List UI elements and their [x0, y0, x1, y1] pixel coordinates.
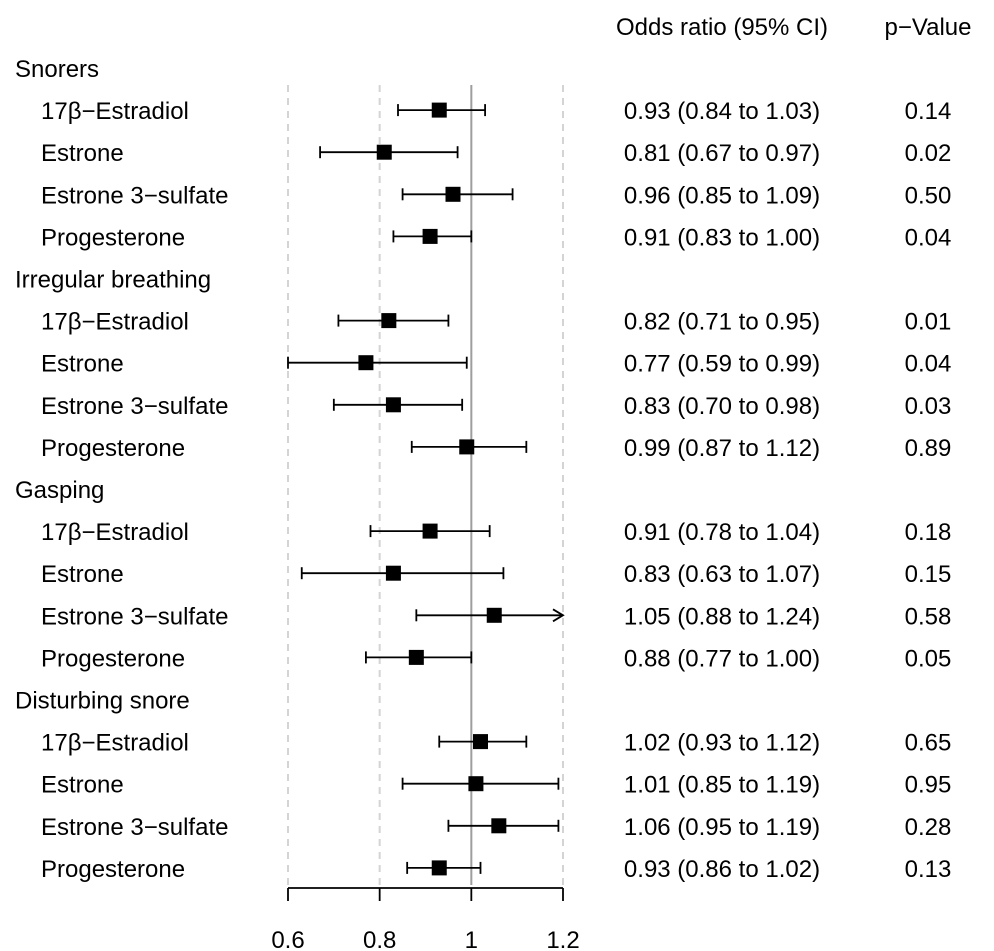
- odds-ratio-ci-value: 0.99 (0.87 to 1.12): [624, 435, 820, 462]
- odds-ratio-header: Odds ratio (95% CI): [616, 14, 828, 41]
- row-label: Estrone: [41, 561, 124, 588]
- p-value: 0.02: [905, 140, 952, 167]
- row-label: Estrone 3−sulfate: [41, 814, 228, 841]
- row-label: 17β−Estradiol: [41, 309, 189, 336]
- group-label: Snorers: [15, 56, 99, 83]
- odds-ratio-ci-value: 0.77 (0.59 to 0.99): [624, 351, 820, 378]
- p-value: 0.58: [905, 603, 952, 630]
- odds-ratio-ci-value: 1.06 (0.95 to 1.19): [624, 814, 820, 841]
- odds-ratio-ci-value: 1.02 (0.93 to 1.12): [624, 730, 820, 757]
- point-estimate: [422, 228, 438, 244]
- row-label: Estrone: [41, 140, 124, 167]
- p-value: 0.01: [905, 309, 952, 336]
- point-estimate: [486, 607, 502, 623]
- point-estimate: [445, 186, 461, 202]
- odds-ratio-ci-value: 0.88 (0.77 to 1.00): [624, 645, 820, 672]
- point-estimate: [381, 313, 397, 329]
- x-tick-label: 0.8: [363, 927, 396, 951]
- point-estimate: [491, 818, 507, 834]
- p-value: 0.15: [905, 561, 952, 588]
- row-label: Estrone: [41, 772, 124, 799]
- odds-ratio-ci-value: 0.91 (0.78 to 1.04): [624, 519, 820, 546]
- ci-arrow: [552, 608, 565, 623]
- odds-ratio-ci-value: 1.01 (0.85 to 1.19): [624, 772, 820, 799]
- odds-ratio-ci-value: 0.91 (0.83 to 1.00): [624, 224, 820, 251]
- odds-ratio-ci-value: 0.83 (0.63 to 1.07): [624, 561, 820, 588]
- p-value: 0.05: [905, 645, 952, 672]
- row-label: 17β−Estradiol: [41, 730, 189, 757]
- p-value-header: p−Value: [885, 14, 972, 41]
- point-estimate: [358, 355, 374, 371]
- point-estimate: [431, 860, 447, 876]
- odds-ratio-ci-value: 0.93 (0.86 to 1.02): [624, 856, 820, 883]
- row-label: Progesterone: [41, 856, 185, 883]
- row-label: Progesterone: [41, 224, 185, 251]
- row-label: Progesterone: [41, 435, 185, 462]
- group-label: Gasping: [15, 477, 104, 504]
- group-label: Disturbing snore: [15, 688, 190, 715]
- odds-ratio-ci-value: 0.96 (0.85 to 1.09): [624, 182, 820, 209]
- group-label: Irregular breathing: [15, 267, 211, 294]
- row-label: 17β−Estradiol: [41, 519, 189, 546]
- odds-ratio-ci-value: 0.93 (0.84 to 1.03): [624, 98, 820, 125]
- x-tick-label: 1: [465, 927, 478, 951]
- point-estimate: [473, 734, 488, 750]
- x-axis: 0.6 0.8 1 1.2: [271, 887, 580, 951]
- point-estimate: [385, 565, 401, 581]
- point-estimate: [422, 523, 438, 539]
- gridlines: [287, 85, 564, 885]
- point-estimate: [431, 102, 447, 118]
- odds-ratio-ci-value: 1.05 (0.88 to 1.24): [624, 603, 820, 630]
- row-label: Estrone 3−sulfate: [41, 182, 228, 209]
- row-label: Estrone: [41, 351, 124, 378]
- p-value: 0.89: [905, 435, 952, 462]
- p-value: 0.04: [905, 224, 952, 251]
- x-tick-label: 1.2: [546, 927, 579, 951]
- point-estimate: [468, 776, 484, 792]
- point-estimate: [376, 144, 392, 160]
- forest-rows: Snorers 17β−Estradiol 0.93 (0.84 to 1.03) 0…: [15, 56, 951, 883]
- row-label: Progesterone: [41, 645, 185, 672]
- p-value: 0.50: [905, 182, 952, 209]
- p-value: 0.28: [905, 814, 952, 841]
- odds-ratio-ci-value: 0.81 (0.67 to 0.97): [624, 140, 820, 167]
- point-estimate: [385, 397, 401, 413]
- p-value: 0.65: [905, 730, 952, 757]
- p-value: 0.13: [905, 856, 952, 883]
- row-label: 17β−Estradiol: [41, 98, 189, 125]
- p-value: 0.95: [905, 772, 952, 799]
- row-label: Estrone 3−sulfate: [41, 603, 228, 630]
- odds-ratio-ci-value: 0.82 (0.71 to 0.95): [624, 309, 820, 336]
- x-tick-label: 0.6: [271, 927, 304, 951]
- point-estimate: [459, 439, 475, 455]
- p-value: 0.04: [905, 351, 952, 378]
- p-value: 0.18: [905, 519, 952, 546]
- p-value: 0.14: [905, 98, 952, 125]
- point-estimate: [408, 649, 424, 665]
- p-value: 0.03: [905, 393, 952, 420]
- odds-ratio-ci-value: 0.83 (0.70 to 0.98): [624, 393, 820, 420]
- row-label: Estrone 3−sulfate: [41, 393, 228, 420]
